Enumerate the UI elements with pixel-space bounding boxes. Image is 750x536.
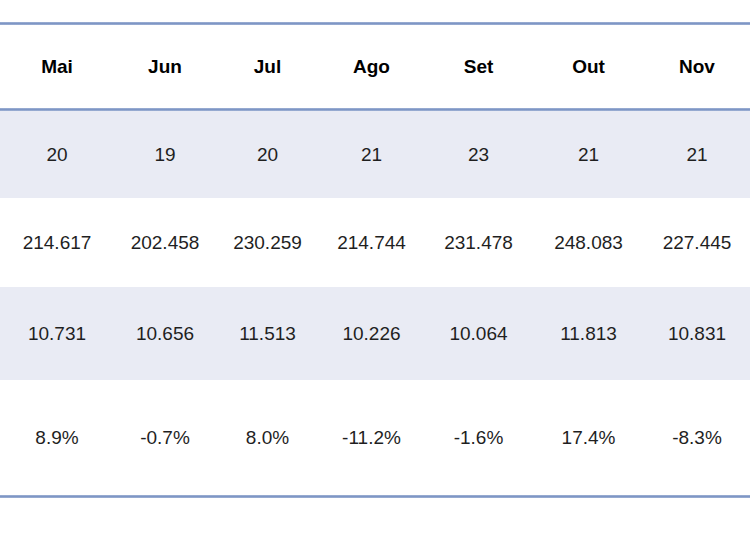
table-cell: 10.831 <box>644 287 750 380</box>
table-cell: 21 <box>319 111 424 198</box>
table-cell: 8.9% <box>0 380 114 495</box>
header-cell-set: Set <box>424 25 533 108</box>
table-cell: -1.6% <box>424 380 533 495</box>
table-cell: 10.731 <box>0 287 114 380</box>
header-cell-mai: Mai <box>0 25 114 108</box>
table-row: 8.9% -0.7% 8.0% -11.2% -1.6% 17.4% -8.3% <box>0 380 750 495</box>
table-cell: 20 <box>0 111 114 198</box>
table-cell: 19 <box>114 111 216 198</box>
table-cell: 214.617 <box>0 198 114 287</box>
header-cell-jun: Jun <box>114 25 216 108</box>
monthly-data-table: Mai Jun Jul Ago Set Out Nov 20 19 20 21 … <box>0 0 750 536</box>
top-margin <box>0 0 750 22</box>
table-cell: 202.458 <box>114 198 216 287</box>
header-cell-nov: Nov <box>644 25 750 108</box>
table-row: 20 19 20 21 23 21 21 <box>0 111 750 198</box>
table-cell: -11.2% <box>319 380 424 495</box>
table-row: 214.617 202.458 230.259 214.744 231.478 … <box>0 198 750 287</box>
header-cell-jul: Jul <box>216 25 319 108</box>
table-cell: 8.0% <box>216 380 319 495</box>
table-cell: 10.226 <box>319 287 424 380</box>
table-cell: 10.656 <box>114 287 216 380</box>
table-cell: 214.744 <box>319 198 424 287</box>
table-cell: 17.4% <box>533 380 644 495</box>
table-cell: 248.083 <box>533 198 644 287</box>
table-cell: -0.7% <box>114 380 216 495</box>
header-cell-out: Out <box>533 25 644 108</box>
table-cell: 20 <box>216 111 319 198</box>
table-bottom-border <box>0 495 750 498</box>
table-cell: 10.064 <box>424 287 533 380</box>
table-cell: 21 <box>644 111 750 198</box>
table-cell: 231.478 <box>424 198 533 287</box>
table-cell: 23 <box>424 111 533 198</box>
table-cell: 227.445 <box>644 198 750 287</box>
table-cell: 21 <box>533 111 644 198</box>
header-cell-ago: Ago <box>319 25 424 108</box>
table-cell: 11.513 <box>216 287 319 380</box>
table-cell: -8.3% <box>644 380 750 495</box>
table-row: 10.731 10.656 11.513 10.226 10.064 11.81… <box>0 287 750 380</box>
table-header-row: Mai Jun Jul Ago Set Out Nov <box>0 25 750 108</box>
table-cell: 11.813 <box>533 287 644 380</box>
table-cell: 230.259 <box>216 198 319 287</box>
